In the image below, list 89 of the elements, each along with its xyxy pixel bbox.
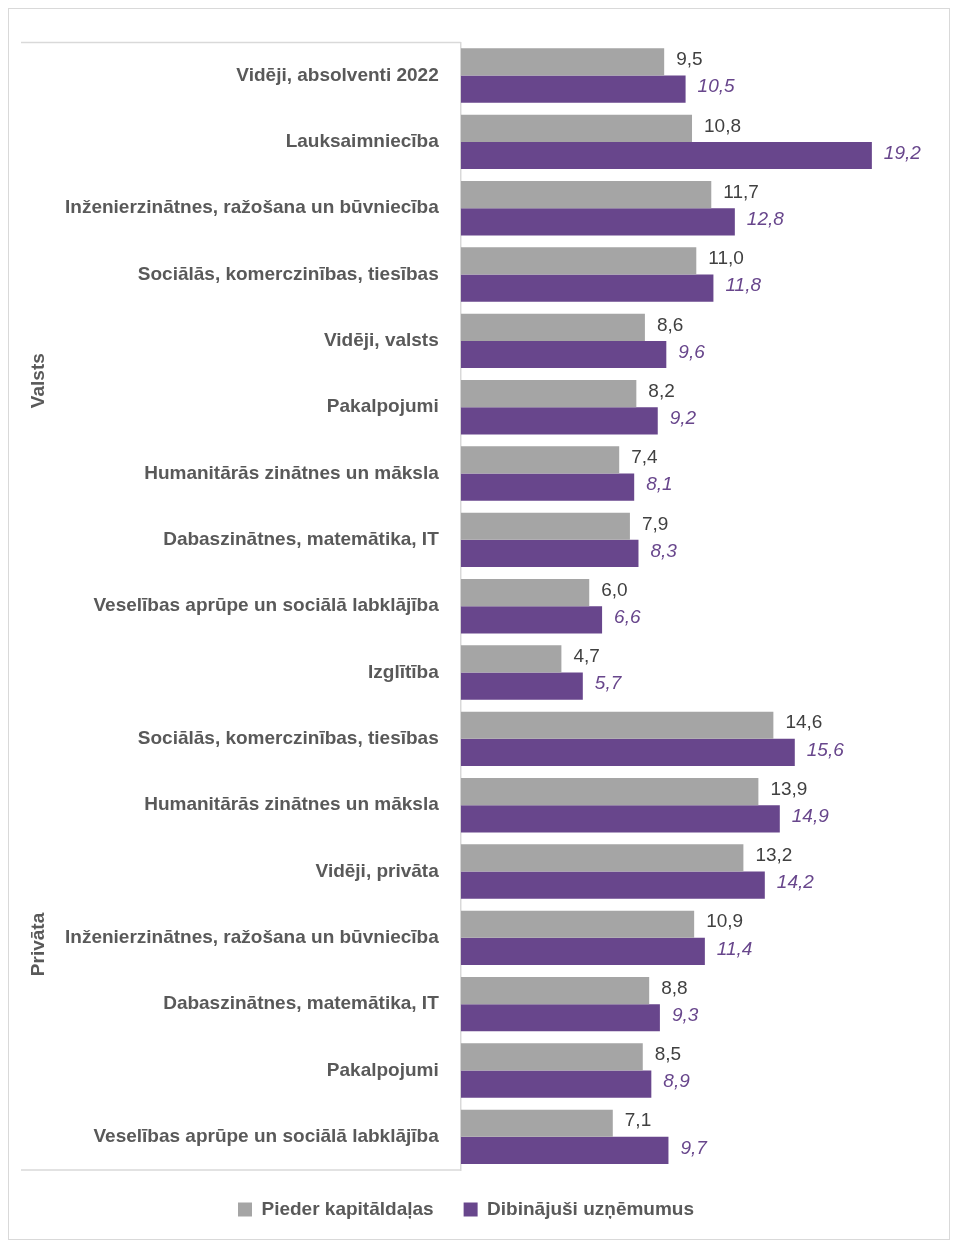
data-label: 14,6 [785,711,823,733]
y-tick-label: Vidēji, privāta [315,859,440,881]
bar [460,672,583,700]
bar [460,141,872,170]
data-label: 8,9 [663,1070,691,1092]
data-label: 9,3 [671,1004,699,1026]
bar [460,1043,643,1071]
y-tick-label: Izglītība [368,660,440,682]
bar [460,871,765,899]
data-label: 10,9 [706,910,744,932]
data-label: 11,7 [723,180,759,202]
bar [460,539,639,568]
data-label: 13,2 [755,844,793,866]
data-label: 7,4 [631,446,659,468]
data-label: 11,0 [708,247,744,269]
bar [460,208,735,236]
text: Valsts [27,353,49,409]
bar [460,976,650,1005]
data-label: 7,9 [641,512,669,534]
bar [460,473,635,501]
bar [460,446,620,474]
bar [460,937,705,966]
bar [460,738,795,767]
data-label: 13,9 [770,777,808,799]
bar [460,805,780,833]
bar [460,48,665,76]
legend-label: Pieder kapitāldaļas [261,1197,434,1219]
y-tick-label: Humanitārās zinātnes un māksla [144,793,440,815]
bar [460,380,637,408]
data-label: 10,5 [697,75,735,97]
data-label: 9,2 [669,407,697,429]
data-label: 5,7 [594,672,623,694]
bar [460,407,658,435]
bar [460,1004,660,1032]
data-label: 15,6 [806,738,845,760]
bar [460,75,686,103]
data-label: 8,5 [654,1043,682,1065]
bar [460,777,759,806]
y-tick-label: Humanitārās zinātnes un māksla [144,461,440,483]
bar [460,579,590,607]
data-label: 6,0 [601,578,628,600]
data-label: 12,8 [746,208,785,230]
data-label: 11,8 [725,274,762,296]
bar [460,711,774,739]
y-tick-label: Vidēji, valsts [323,329,439,351]
y-tick-label: Inženierzinātnes, ražošana un būvniecība [65,926,440,948]
bar [460,512,630,540]
data-label: 9,7 [680,1136,709,1158]
bar [460,1136,669,1165]
bar [460,606,603,634]
bar [460,910,695,938]
data-label: 19,2 [883,141,922,163]
bar [460,313,645,341]
bar [460,1070,652,1098]
bar [460,645,562,673]
data-label: 10,8 [704,114,741,136]
y-tick-label: Inženierzinātnes, ražošana un būvniecība [65,196,440,218]
bar [460,1109,613,1137]
data-label: 11,4 [716,937,753,959]
bar [460,114,693,142]
y-tick-label: Dabaszinātnes, matemātika, IT [163,992,440,1014]
data-label: 8,1 [646,473,673,495]
y-tick-label: Dabaszinātnes, matemātika, IT [163,528,440,550]
y-tick-label: Pakalpojumi [326,1058,439,1080]
bar [460,340,667,369]
data-label: 8,6 [656,313,684,335]
data-label: 9,5 [676,48,703,70]
data-label: 8,2 [648,379,675,401]
data-label: 7,1 [624,1109,652,1131]
y-tick-label: Sociālās, komerczinības, tiesības [137,262,439,284]
bar [460,844,744,872]
y-tick-label: Lauksaimniecība [285,130,440,152]
y-tick-label: Sociālās, komerczinības, tiesības [137,727,439,749]
y-tick-label: Vidēji, absolventi 2022 [236,63,439,85]
data-label: 8,8 [661,976,688,998]
y-tick-label: Veselības aprūpe un sociālā labklājība [93,594,440,616]
bar [460,274,714,302]
data-label: 9,6 [678,340,706,362]
data-label: 14,2 [776,871,815,893]
data-label: 14,9 [791,805,830,827]
y-tick-label: Veselības aprūpe un sociālā labklājība [93,1125,440,1147]
text: Privāta [27,912,49,977]
data-label: 8,3 [650,539,678,561]
data-label: 6,6 [614,606,641,628]
bar [460,181,712,209]
data-label: 4,7 [573,645,600,667]
y-tick-label: Pakalpojumi [326,395,439,417]
bar [460,247,697,275]
legend-label: Dibinājuši uzņēmumus [487,1197,695,1219]
